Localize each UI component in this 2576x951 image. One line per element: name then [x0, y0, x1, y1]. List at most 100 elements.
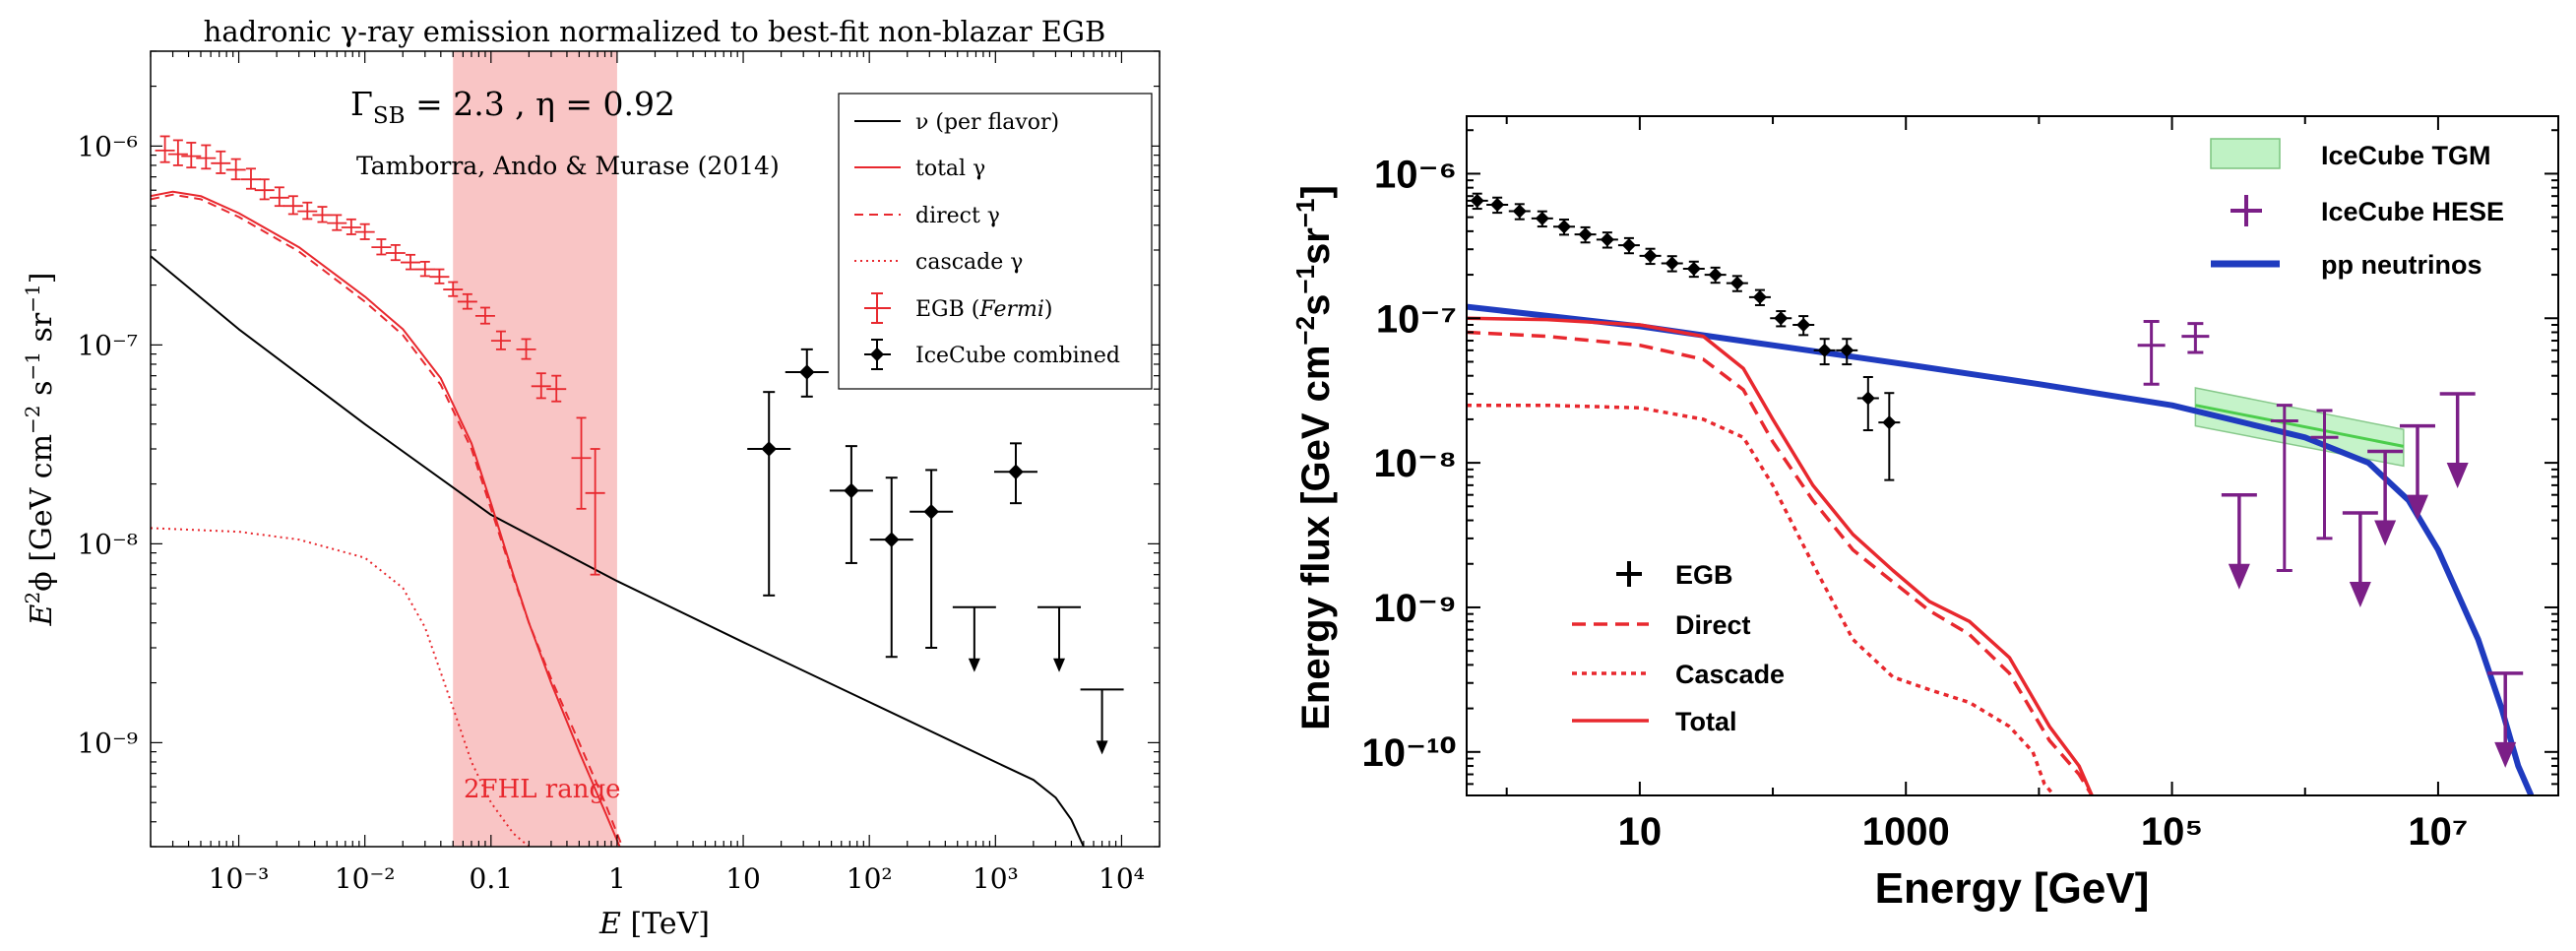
left-legend: ν (per flavor) total γ direct γ cascade …	[838, 93, 1153, 390]
egb-point	[1639, 247, 1662, 266]
egb-point	[1661, 255, 1683, 273]
icecube-combined-point	[829, 445, 873, 564]
legend-label-pp: pp neutrinos	[2321, 250, 2482, 280]
right-series-line-3	[1467, 403, 2056, 795]
egb-point	[1596, 231, 1618, 249]
egb-point	[1792, 315, 1815, 337]
egb-fermi-point	[341, 218, 361, 235]
right-y-tick-label: 10⁻⁸	[1373, 442, 1457, 485]
right-lower-legend: EGB Direct Cascade Total	[1572, 560, 1785, 736]
icecube-upper-limit	[1080, 688, 1124, 755]
egb-point	[1726, 275, 1748, 292]
icecube-hese-point	[2181, 322, 2210, 354]
egb-fermi-point	[571, 416, 592, 510]
egb-fermi-point	[155, 135, 175, 163]
icecube-combined-point	[869, 476, 913, 659]
left-chart: hadronic γ-ray emission normalized to be…	[21, 15, 1161, 941]
icecube-hese-upper-limit	[2221, 492, 2257, 590]
icecube-hese-upper-limit	[2399, 423, 2435, 521]
egb-fermi-point	[283, 195, 303, 216]
icecube-upper-limit	[952, 605, 996, 672]
right-y-axis-label: Energy flux [GeV cm−2s−1sr−1]	[1290, 185, 1338, 730]
right-x-axis-label: Energy [GeV]	[1875, 864, 2150, 913]
left-series-line-1	[151, 190, 621, 847]
right-x-tick-label: 10⁷	[2408, 810, 2468, 854]
egb-point	[1836, 338, 1858, 366]
icecube-hese-upper-limit	[2439, 392, 2476, 489]
egb-fermi-point	[211, 150, 231, 174]
egb-fermi-point	[181, 142, 202, 169]
egb-fermi-point	[371, 238, 392, 256]
egb-fermi-point	[269, 186, 289, 208]
legend-swatch-hese	[2230, 195, 2262, 226]
egb-point	[1617, 236, 1640, 255]
icecube-hese-upper-limit	[2367, 449, 2404, 546]
right-y-tick-label: 10⁻⁷	[1376, 297, 1457, 341]
egb-fermi-point	[327, 214, 347, 231]
egb-fermi-point	[401, 253, 421, 271]
egb-fermi-point	[297, 201, 318, 221]
egb-point	[1856, 375, 1879, 432]
egb-point	[1878, 392, 1901, 481]
left-y-tick-label: 10⁻⁷	[77, 329, 138, 361]
egb-fermi-point	[385, 243, 406, 262]
left-y-tick-label: 10⁻⁶	[77, 130, 138, 162]
icecube-hese-point	[2270, 404, 2298, 572]
left-legend-box	[838, 93, 1153, 390]
egb-point	[1467, 192, 1488, 211]
legend-label-total-right: Total	[1675, 707, 1737, 736]
2fhl-range-band	[453, 51, 617, 847]
left-chart-title: hadronic γ-ray emission normalized to be…	[204, 15, 1106, 48]
citation-annotation: Tamborra, Ando & Murase (2014)	[356, 152, 780, 180]
icecube-combined-point	[785, 348, 829, 398]
right-y-tick-label: 10⁻⁹	[1373, 587, 1457, 630]
egb-point	[1813, 338, 1836, 366]
left-x-tick-label: 0.1	[470, 862, 514, 895]
icecube-hese-upper-limit	[2342, 511, 2378, 608]
left-series-line-0	[151, 255, 1085, 847]
right-y-tick-label: 10⁻¹⁰	[1362, 731, 1457, 775]
legend-label-hese: IceCube HESE	[2321, 197, 2504, 226]
egb-point	[1553, 219, 1576, 236]
egb-fermi-point	[443, 281, 464, 297]
egb-fermi-point	[240, 167, 261, 190]
egb-fermi-point	[490, 330, 511, 350]
egb-fermi-point	[196, 144, 217, 170]
left-x-tick-label: 10³	[973, 862, 1019, 895]
legend-swatch-tgm	[2210, 138, 2281, 169]
right-x-tick-label: 10	[1618, 810, 1663, 854]
left-y-tick-label: 10⁻⁸	[77, 528, 138, 560]
left-x-tick-label: 10⁴	[1099, 862, 1145, 895]
icecube-hese-point	[2137, 320, 2166, 386]
params-annotation: ΓSB = 2.3 , η = 0.92	[350, 85, 675, 129]
egb-fermi-point	[546, 374, 567, 403]
egb-point	[1770, 310, 1792, 328]
legend-label-egb-right: EGB	[1675, 560, 1733, 590]
egb-fermi-point	[516, 338, 536, 360]
egb-point	[1574, 225, 1597, 244]
legend-label-direct: direct γ	[915, 204, 1000, 228]
legend-swatch-egb	[864, 292, 891, 324]
left-x-tick-label: 10⁻³	[209, 862, 270, 895]
legend-label-tgm: IceCube TGM	[2321, 141, 2491, 170]
left-x-tick-label: 10²	[847, 862, 893, 895]
egb-fermi-point	[531, 372, 551, 400]
egb-fermi-point	[414, 260, 435, 278]
left-y-axis-label: E2ϕ [GeV cm−2 s−1 sr−1]	[21, 273, 59, 627]
right-series-line-1	[1467, 316, 2094, 795]
right-chart: 10 1000 10⁵ 10⁷ 10⁻¹⁰ 10⁻⁹ 10⁻⁸ 10⁻⁷ 10⁻⁶ IceCub…	[1290, 115, 2559, 913]
icecube-combined-point	[747, 391, 791, 597]
left-x-tick-label: 1	[608, 862, 626, 895]
egb-fermi-point	[354, 222, 375, 240]
egb-fermi-point	[429, 268, 450, 285]
legend-label-total: total γ	[915, 157, 985, 181]
right-series-line-2	[1467, 330, 2094, 795]
legend-label-cascade: cascade γ	[915, 250, 1023, 275]
left-x-tick-label: 10⁻²	[335, 862, 396, 895]
right-plot-frame	[1466, 115, 2559, 796]
egb-point	[1748, 288, 1771, 306]
right-x-tick-label: 10⁵	[2141, 810, 2203, 854]
egb-fermi-point	[254, 178, 275, 201]
left-x-tick-label: 10	[725, 862, 761, 895]
